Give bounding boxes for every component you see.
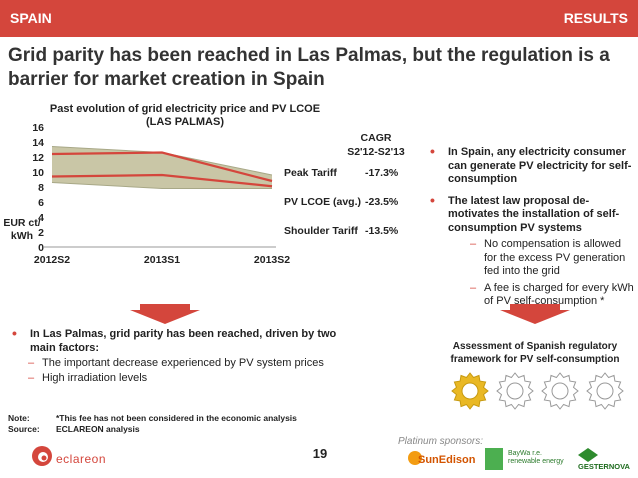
tariff-band — [52, 146, 272, 189]
series-line-3 — [51, 182, 272, 189]
y-tick-label: 4 — [38, 212, 44, 224]
x-tick-label: 2013S1 — [144, 254, 180, 266]
chart-title: Past evolution of grid electricity price… — [49, 103, 321, 128]
sub-bullet: – High irradiation levels — [28, 371, 148, 384]
section-label: SPAIN — [10, 10, 52, 26]
series-label-peak: Peak Tariff — [284, 167, 337, 179]
header-bar: SPAIN RESULTS — [0, 0, 638, 37]
gear-hub-icon — [551, 382, 569, 400]
dash-icon: – — [470, 238, 477, 250]
sponsor-sunedison: SunEdison — [418, 454, 476, 466]
sunedison-sun-icon — [408, 451, 422, 465]
dash-icon: – — [28, 357, 35, 369]
cagr-peak: -17.3% — [365, 167, 399, 179]
bullet-dot-icon: • — [430, 191, 435, 208]
x-tick-label: 2013S2 — [254, 254, 290, 266]
sponsor-gesternova: GESTERNOVA — [578, 462, 630, 471]
sub-bullet: – The important decrease experienced by … — [28, 357, 324, 369]
cagr-header: CAGR S2'12-S2'13 — [347, 132, 405, 158]
y-tick-label: 10 — [32, 167, 44, 179]
note-label: Note: — [8, 413, 30, 423]
source-text: ECLAREON analysis — [56, 424, 140, 434]
source-label: Source: — [8, 424, 40, 434]
bullet-dot-icon: • — [430, 143, 435, 159]
gear-hub-icon — [596, 382, 614, 400]
series-line-1 — [51, 151, 273, 183]
series-line-2 — [51, 173, 273, 188]
gesternova-logo-icon — [578, 448, 598, 462]
gear-hub-icon — [506, 382, 524, 400]
cagr-lcoe: -23.5% — [365, 196, 399, 208]
note-text: *This fee has not been considered in the… — [56, 413, 297, 423]
series-label-shoulder: Shoulder Tariff — [284, 225, 358, 237]
series-label-lcoe: PV LCOE (avg.) — [284, 196, 362, 208]
y-axis-label: EUR ct/ kWh — [3, 217, 41, 242]
y-tick-label: 8 — [38, 182, 44, 194]
sub-bullet: – A fee is charged for every kWh of PV s… — [470, 281, 634, 308]
down-arrow-icon — [130, 304, 200, 324]
x-tick-label: 2012S2 — [34, 254, 70, 266]
notes: Note: *This fee has not been considered i… — [8, 413, 297, 435]
bullet-item: • The latest law proposal de-motivates t… — [430, 191, 634, 308]
y-tick-label: 12 — [32, 152, 44, 164]
y-tick-label: 0 — [38, 242, 44, 254]
platinum-sponsors-label: Platinum sponsors: — [398, 436, 484, 447]
gear-hub-icon — [461, 382, 479, 400]
bullet-item: • In Spain, any electricity consumer can… — [430, 143, 632, 185]
eclareon-logo-icon — [32, 446, 52, 466]
sub-bullet: – No compensation is allowed for the exc… — [470, 238, 626, 277]
bullet-dot-icon: • — [12, 325, 17, 341]
down-arrow-icon — [500, 304, 570, 324]
y-tick-label: 6 — [38, 197, 44, 209]
baywa-logo-icon — [485, 448, 503, 470]
right-bullets: • In Spain, any electricity consumer can… — [430, 143, 635, 317]
dash-icon: – — [470, 281, 477, 294]
results-label: RESULTS — [563, 10, 628, 26]
cagr-shoulder: -13.5% — [365, 225, 399, 237]
sponsor-baywa: BayWa r.e. renewable energy — [508, 450, 564, 465]
left-bullets: • In Las Palmas, grid parity has been re… — [12, 325, 352, 385]
assessment-title: Assessment of Spanish regulatory framewo… — [450, 341, 620, 365]
y-tick-label: 14 — [32, 137, 44, 149]
y-tick-label: 2 — [38, 227, 44, 239]
bullet-item: • In Las Palmas, grid parity has been re… — [12, 325, 337, 354]
page-title: Grid parity has been reached in Las Palm… — [8, 45, 610, 90]
dash-icon: – — [28, 371, 35, 384]
eclareon-logo-text: eclareon — [56, 452, 107, 466]
y-tick-label: 16 — [32, 122, 44, 134]
page-number: 19 — [312, 446, 328, 461]
